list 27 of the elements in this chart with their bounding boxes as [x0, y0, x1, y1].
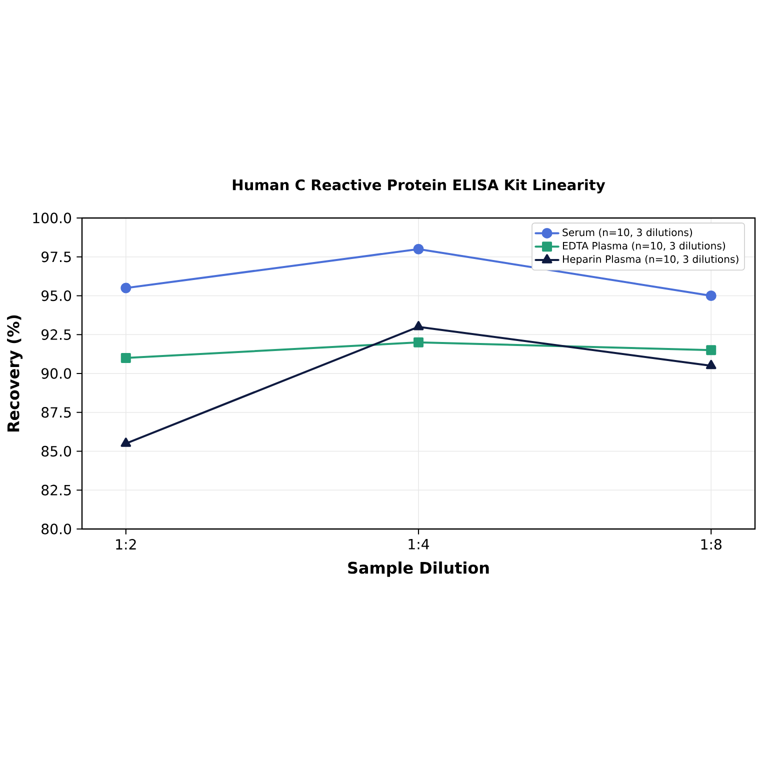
x-tick-label: 1:2: [116, 539, 136, 550]
y-tick-label: 87.5: [42, 407, 71, 418]
y-tick-label: 80.0: [42, 524, 72, 534]
point: [706, 360, 716, 370]
point: [413, 321, 424, 330]
y-tick-label: 92.5: [42, 329, 71, 340]
y-tick-label: 95.0: [42, 290, 72, 302]
point: [413, 244, 424, 254]
y-tick-label: 90.0: [42, 368, 72, 379]
point: [120, 282, 132, 294]
y-tick-label: 85.0: [42, 446, 72, 457]
chart-title: Human C Reactive Protein ELISA Kit Linearity: [232, 179, 606, 194]
y-axis-title: Recovery (%): [7, 315, 23, 432]
x-tick-label: 1:4: [408, 539, 430, 550]
y-tick-label: 97.5: [42, 252, 71, 262]
x-axis-title: Sample Dilution: [348, 561, 489, 577]
legend-label: EDTA Plasma (n=10, 3 dilutions): [563, 242, 726, 251]
point: [120, 352, 131, 363]
point: [706, 290, 716, 302]
x-tick-label: 1:8: [701, 539, 722, 550]
point: [414, 337, 424, 348]
legend-label: Serum (n=10, 3 dilutions): [562, 228, 692, 238]
y-tick-label: 100.0: [33, 212, 72, 224]
legend-label: Heparin Plasma (n=10, 3 dilutions): [563, 255, 738, 265]
point: [706, 345, 716, 356]
point: [120, 438, 132, 447]
y-tick-label: 82.5: [42, 484, 71, 496]
